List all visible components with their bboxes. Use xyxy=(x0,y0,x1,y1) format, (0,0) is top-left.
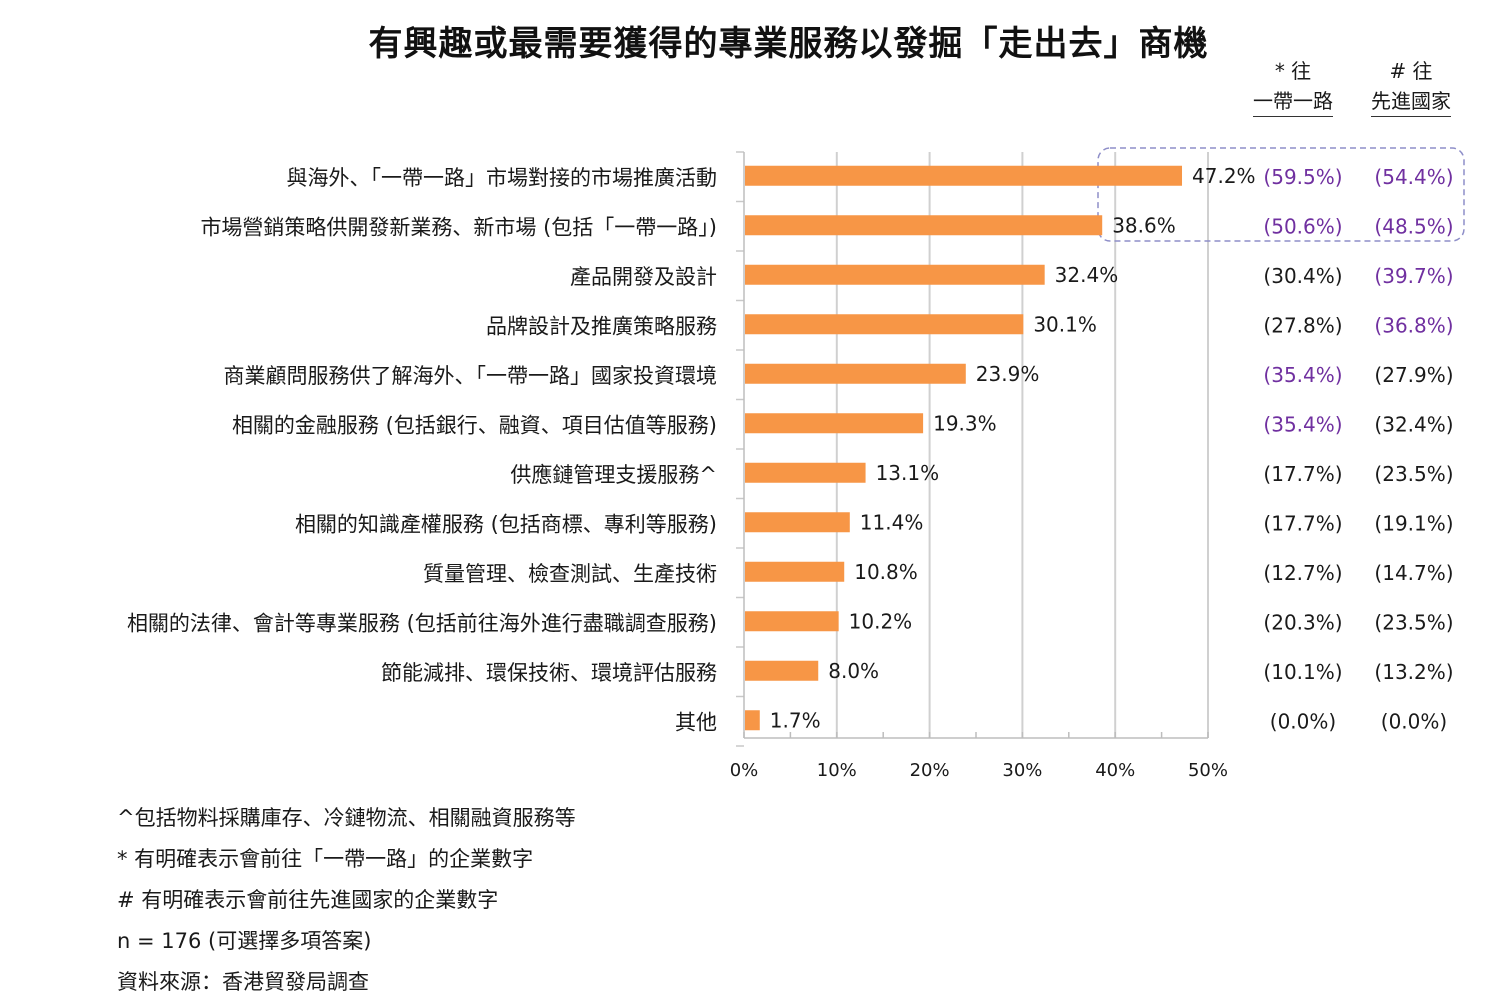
advanced-value: (0.0%) xyxy=(1381,709,1447,733)
category-label: 市場營銷策略供開發新業務、新市場 (包括「一帶一路」) xyxy=(200,215,717,239)
belt-road-value: (50.6%) xyxy=(1263,214,1342,238)
bar xyxy=(745,314,1024,335)
bar-value-label: 13.1% xyxy=(876,461,940,485)
belt-road-value: (30.4%) xyxy=(1263,264,1342,288)
advanced-value: (54.4%) xyxy=(1374,165,1453,189)
advanced-value: (14.7%) xyxy=(1374,561,1453,585)
belt-road-value: (35.4%) xyxy=(1263,412,1342,436)
category-label: 其他 xyxy=(675,710,717,734)
advanced-value: (39.7%) xyxy=(1374,264,1453,288)
bar-value-label: 30.1% xyxy=(1033,312,1097,336)
bar xyxy=(745,660,819,681)
bar-value-label: 8.0% xyxy=(828,659,879,683)
chart-title: 有興趣或最需要獲得的專業服務以發掘「走出去」商機 xyxy=(368,24,1209,64)
category-label: 商業顧問服務供了解海外、「一帶一路」國家投資環境 xyxy=(224,364,718,388)
bar xyxy=(745,215,1103,236)
bar-value-label: 38.6% xyxy=(1112,213,1176,237)
belt-road-value: (0.0%) xyxy=(1270,709,1336,733)
advanced-value: (27.9%) xyxy=(1374,363,1453,387)
footnote-belt-road: * 有明確表示會前往「一帶一路」的企業數字 xyxy=(117,847,534,871)
advanced-value: (23.5%) xyxy=(1374,462,1453,486)
bar-value-label: 11.4% xyxy=(860,510,924,534)
column-header-belt-road-name: 一帶一路 xyxy=(1253,85,1333,117)
belt-road-value: (35.4%) xyxy=(1263,363,1342,387)
column-header-advanced: # 往 先進國家 xyxy=(1360,55,1462,117)
footnotes: ^包括物料採購庫存、冷鏈物流、相關融資服務等 * 有明確表示會前往「一帶一路」的… xyxy=(117,798,576,1003)
category-label: 供應鏈管理支援服務^ xyxy=(510,463,717,487)
bar xyxy=(745,264,1045,285)
x-tick-label: 20% xyxy=(910,760,950,781)
x-tick-label: 40% xyxy=(1095,760,1135,781)
category-label: 相關的知識產權服務 (包括商標、專利等服務) xyxy=(295,512,717,536)
advanced-value: (13.2%) xyxy=(1374,660,1453,684)
category-label: 相關的金融服務 (包括銀行、融資、項目估值等服務) xyxy=(232,413,717,437)
x-tick-label: 30% xyxy=(1002,760,1042,781)
bar-value-label: 32.4% xyxy=(1055,263,1119,287)
category-label: 質量管理、檢查測試、生產技術 xyxy=(423,562,717,586)
x-tick-label: 50% xyxy=(1188,760,1228,781)
belt-road-value: (17.7%) xyxy=(1263,511,1342,535)
bar xyxy=(745,363,966,384)
footnote-supply-chain: ^包括物料採購庫存、冷鏈物流、相關融資服務等 xyxy=(117,806,576,830)
belt-road-value: (59.5%) xyxy=(1263,165,1342,189)
belt-road-value: (27.8%) xyxy=(1263,313,1342,337)
x-tick-label: 0% xyxy=(730,760,759,781)
x-tick-label: 10% xyxy=(817,760,857,781)
footnote-sample-size: n = 176 (可選擇多項答案) xyxy=(117,929,372,953)
bar-value-label: 23.9% xyxy=(976,362,1040,386)
bar xyxy=(745,462,866,483)
advanced-value: (32.4%) xyxy=(1374,412,1453,436)
category-label: 產品開發及設計 xyxy=(570,265,717,289)
column-header-advanced-name: 先進國家 xyxy=(1371,85,1451,117)
bar xyxy=(745,165,1183,186)
belt-road-value: (12.7%) xyxy=(1263,561,1342,585)
footnote-advanced: # 有明確表示會前往先進國家的企業數字 xyxy=(117,888,499,912)
belt-road-value: (17.7%) xyxy=(1263,462,1342,486)
category-label: 節能減排、環保技術、環境評估服務 xyxy=(381,661,717,685)
bar-value-label: 47.2% xyxy=(1192,164,1256,188)
footnote-source: 資料來源：香港貿發局調查 xyxy=(117,970,369,994)
column-header-belt-road: * 往 一帶一路 xyxy=(1243,55,1343,117)
column-header-belt-road-mark: * 往 xyxy=(1274,59,1312,83)
column-header-advanced-mark: # 往 xyxy=(1389,59,1433,83)
bar xyxy=(745,710,760,731)
highlight-box xyxy=(1097,147,1465,242)
advanced-value: (23.5%) xyxy=(1374,610,1453,634)
bar-value-label: 10.8% xyxy=(854,560,918,584)
bar xyxy=(745,561,845,582)
bar xyxy=(745,512,850,533)
category-label: 品牌設計及推廣策略服務 xyxy=(486,314,717,338)
bar-value-label: 10.2% xyxy=(849,609,913,633)
advanced-value: (48.5%) xyxy=(1374,214,1453,238)
bar-value-label: 1.7% xyxy=(770,708,821,732)
advanced-value: (19.1%) xyxy=(1374,511,1453,535)
belt-road-value: (20.3%) xyxy=(1263,610,1342,634)
bar xyxy=(745,413,924,434)
category-label: 與海外、「一帶一路」市場對接的市場推廣活動 xyxy=(287,166,718,190)
bar xyxy=(745,611,839,632)
advanced-value: (36.8%) xyxy=(1374,313,1453,337)
category-label: 相關的法律、會計等專業服務 (包括前往海外進行盡職調查服務) xyxy=(127,611,717,635)
belt-road-value: (10.1%) xyxy=(1263,660,1342,684)
bar-value-label: 19.3% xyxy=(933,411,997,435)
